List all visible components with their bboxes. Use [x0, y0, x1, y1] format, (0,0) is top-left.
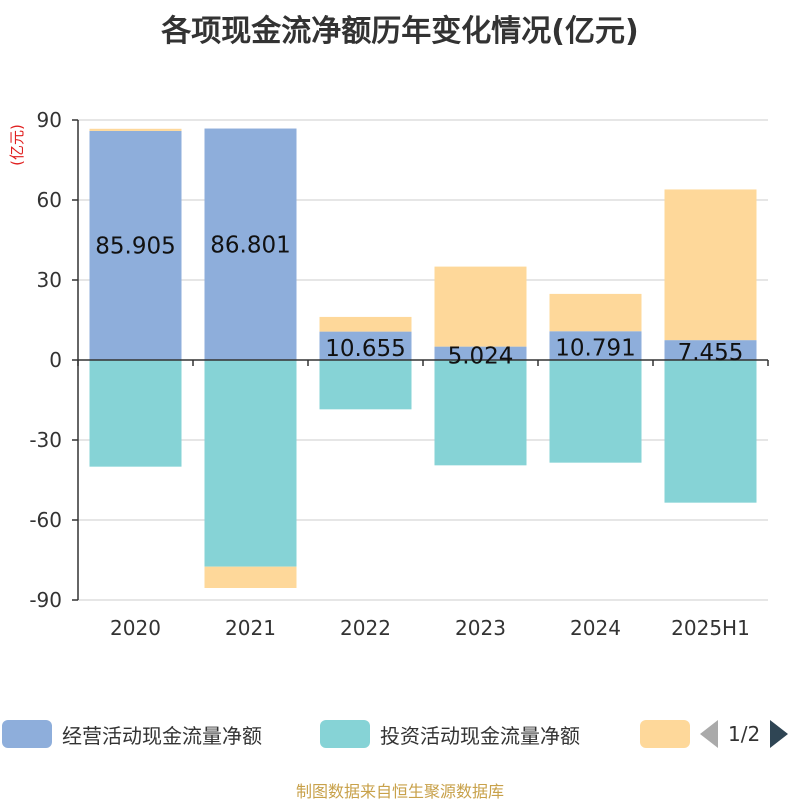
x-tick-label: 2020	[110, 616, 161, 640]
axes: 90 60 30 0 -30 -60 -90 2020 2021 2022 2023 2024 2025…	[29, 108, 769, 640]
x-tick-label: 2022	[340, 616, 391, 640]
bar-financing-2024[interactable]	[549, 293, 642, 332]
data-labels: 85.905 86.801 10.655 5.024 10.791 7.455	[95, 232, 743, 369]
legend-next-page-icon[interactable]	[770, 720, 789, 748]
bars	[89, 128, 757, 588]
bar-operating-2023[interactable]	[434, 346, 527, 360]
legend-item-financing[interactable]	[640, 716, 690, 752]
y-tick-label: 90	[37, 108, 62, 132]
x-tick-label: 2023	[455, 616, 506, 640]
bar-operating-2022[interactable]	[319, 331, 412, 360]
data-label: 85.905	[95, 233, 175, 259]
bar-financing-2022[interactable]	[319, 316, 412, 332]
legend-prev-page-icon[interactable]	[700, 720, 718, 748]
bar-investing-2024[interactable]	[549, 360, 642, 463]
data-label: 86.801	[210, 232, 290, 258]
data-label: 5.024	[448, 343, 514, 369]
legend-label-operating: 经营活动现金流量净额	[62, 723, 262, 748]
source-note: 制图数据来自恒生聚源数据库	[295, 782, 504, 801]
y-tick-label: -30	[29, 428, 62, 452]
bar-investing-2023[interactable]	[434, 360, 527, 466]
legend-swatch-investing	[320, 720, 370, 748]
data-label: 10.655	[325, 336, 405, 362]
legend-label-investing: 投资活动现金流量净额	[380, 723, 580, 748]
grid-lines	[78, 119, 768, 601]
y-tick-label: 60	[37, 188, 62, 212]
bar-investing-2022[interactable]	[319, 360, 412, 410]
bar-financing-2025H1[interactable]	[664, 189, 757, 341]
legend: 经营活动现金流量净额 投资活动现金流量净额 1/2	[0, 716, 800, 756]
bar-financing-2023[interactable]	[434, 266, 527, 347]
bar-financing-2020[interactable]	[89, 128, 182, 131]
bar-investing-2025H1[interactable]	[664, 360, 757, 503]
legend-item-operating[interactable]: 经营活动现金流量净额	[2, 716, 262, 752]
bar-operating-2021[interactable]	[204, 128, 297, 360]
legend-swatch-operating	[2, 720, 52, 748]
x-tick-label: 2025H1	[671, 616, 750, 640]
data-label: 7.455	[678, 340, 744, 366]
x-tick-label: 2024	[570, 616, 621, 640]
chart-title: 各项现金流净额历年变化情况(亿元)	[161, 14, 639, 49]
y-tick-label: -90	[29, 588, 62, 612]
data-label: 10.791	[555, 336, 635, 362]
legend-pager: 1/2	[700, 716, 789, 752]
bar-investing-2020[interactable]	[89, 360, 182, 467]
y-tick-label: -60	[29, 508, 62, 532]
x-tick-label: 2021	[225, 616, 276, 640]
bar-operating-2025H1[interactable]	[664, 340, 757, 360]
y-tick-label: 30	[37, 268, 62, 292]
legend-swatch-financing	[640, 720, 690, 748]
y-tick-label: 0	[49, 348, 62, 372]
bar-financing-2021[interactable]	[204, 566, 297, 588]
bar-operating-2024[interactable]	[549, 331, 642, 360]
legend-page-indicator: 1/2	[728, 722, 761, 746]
bar-investing-2021[interactable]	[204, 360, 297, 567]
legend-item-investing[interactable]: 投资活动现金流量净额	[320, 716, 580, 752]
y-axis-unit-label: (亿元)	[8, 124, 26, 166]
bar-operating-2020[interactable]	[89, 130, 182, 360]
